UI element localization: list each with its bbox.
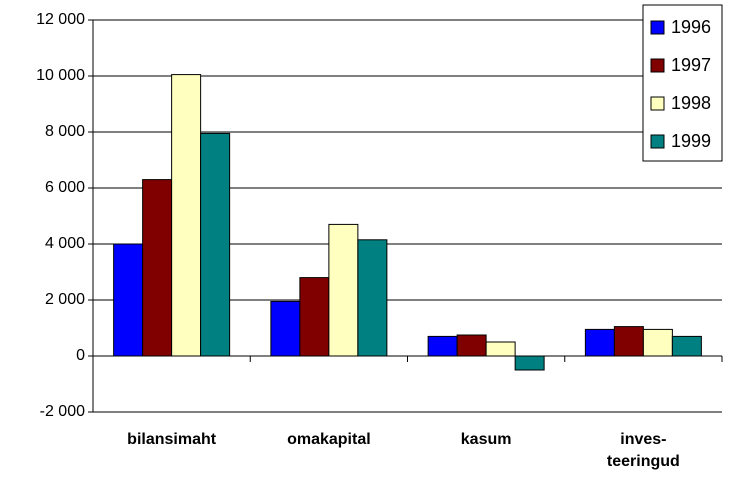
bar [642, 328, 673, 357]
bar [299, 277, 330, 357]
x-tick-label: kasum [460, 431, 512, 448]
x-tick-label: inves- teeringud [606, 431, 680, 470]
legend-label: 1997 [671, 55, 711, 75]
y-tick-label: 8 000 [45, 123, 85, 140]
bar [456, 334, 487, 357]
bar [671, 335, 702, 357]
bar [514, 355, 545, 371]
legend-label: 1996 [671, 17, 711, 37]
legend-swatch [650, 58, 665, 73]
legend-swatch [650, 96, 665, 111]
y-tick-label: 2 000 [45, 291, 85, 308]
bar [584, 328, 615, 357]
bar [171, 74, 202, 357]
bar [200, 132, 231, 357]
bar [357, 239, 388, 357]
bar [613, 326, 644, 357]
bar [485, 341, 516, 357]
y-tick-label: 0 [76, 347, 85, 364]
bar [113, 243, 144, 357]
x-tick-label: bilansimaht [127, 431, 217, 448]
y-tick-label: 10 000 [36, 67, 85, 84]
y-tick-label: -2 000 [40, 403, 85, 420]
bar [427, 335, 458, 357]
y-tick-label: 4 000 [45, 235, 85, 252]
y-tick-label: 6 000 [45, 179, 85, 196]
bar [328, 223, 359, 357]
bar [270, 300, 301, 357]
y-tick-label: 12 000 [36, 11, 85, 28]
bar [142, 179, 173, 357]
legend-swatch [650, 20, 665, 35]
legend-swatch [650, 134, 665, 149]
legend-label: 1998 [671, 93, 711, 113]
legend-label: 1999 [671, 131, 711, 151]
x-tick-label: omakapital [287, 431, 371, 448]
